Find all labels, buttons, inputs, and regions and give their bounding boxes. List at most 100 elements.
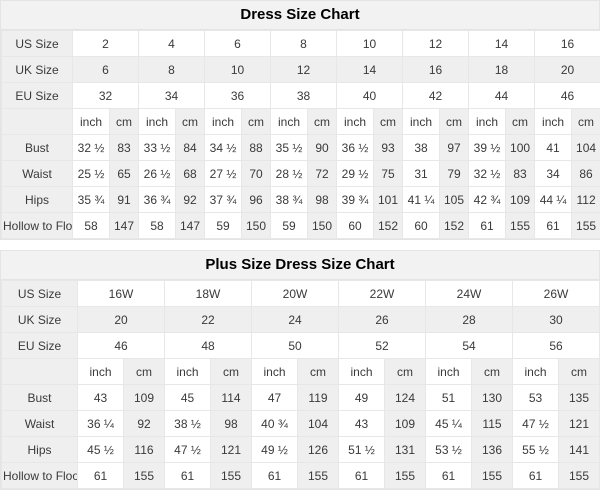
measure-inch-cell: 35 ½ [271,135,308,161]
unit-cm-cell: cm [472,359,513,385]
size-value-cell: 24W [426,281,513,307]
measure-cm-cell: 92 [124,411,165,437]
measure-cm-cell: 65 [110,161,139,187]
size-value-cell: 10 [337,31,403,57]
unit-cm-cell: cm [124,359,165,385]
measure-inch-cell: 45 ¼ [426,411,472,437]
measure-inch-cell: 38 ½ [165,411,211,437]
size-value-cell: 12 [271,57,337,83]
row-label: Hips [2,187,73,213]
measure-cm-cell: 150 [308,213,337,239]
measure-cm-cell: 155 [506,213,535,239]
measure-inch-cell: 42 ¾ [469,187,506,213]
measure-inch-cell: 61 [513,463,559,489]
size-value-cell: 36 [205,83,271,109]
unit-inch-cell: inch [252,359,298,385]
measure-inch-cell: 35 ¾ [73,187,110,213]
measure-cm-cell: 84 [176,135,205,161]
size-value-cell: 56 [513,333,600,359]
measure-cm-cell: 100 [506,135,535,161]
unit-inch-cell: inch [271,109,308,135]
measure-inch-cell: 47 ½ [165,437,211,463]
measure-cm-cell: 155 [559,463,600,489]
measure-inch-cell: 61 [535,213,572,239]
measure-inch-cell: 25 ½ [73,161,110,187]
size-value-cell: 48 [165,333,252,359]
measure-inch-cell: 37 ¾ [205,187,242,213]
size-value-cell: 14 [469,31,535,57]
unit-cm-cell: cm [308,109,337,135]
row-label [2,359,78,385]
row-label: EU Size [2,333,78,359]
measure-inch-cell: 49 ½ [252,437,298,463]
measure-inch-cell: 38 ¾ [271,187,308,213]
row-label: Hips [2,437,78,463]
measure-inch-cell: 61 [426,463,472,489]
measure-cm-cell: 86 [572,161,600,187]
measure-cm-cell: 135 [559,385,600,411]
unit-inch-cell: inch [469,109,506,135]
measure-cm-cell: 119 [298,385,339,411]
size-value-cell: 18 [469,57,535,83]
measure-inch-cell: 38 [403,135,440,161]
size-value-cell: 20W [252,281,339,307]
size-value-cell: 28 [426,307,513,333]
measure-cm-cell: 101 [374,187,403,213]
size-value-cell: 46 [535,83,600,109]
measure-cm-cell: 75 [374,161,403,187]
measure-inch-cell: 36 ¾ [139,187,176,213]
measure-cm-cell: 155 [124,463,165,489]
measure-cm-cell: 155 [211,463,252,489]
unit-cm-cell: cm [440,109,469,135]
measure-inch-cell: 39 ½ [469,135,506,161]
measure-cm-cell: 114 [211,385,252,411]
size-value-cell: 26W [513,281,600,307]
measure-inch-cell: 55 ½ [513,437,559,463]
size-value-cell: 12 [403,31,469,57]
measure-inch-cell: 59 [271,213,308,239]
measure-cm-cell: 155 [472,463,513,489]
measure-cm-cell: 155 [385,463,426,489]
size-value-cell: 38 [271,83,337,109]
measure-cm-cell: 83 [506,161,535,187]
unit-cm-cell: cm [559,359,600,385]
measure-inch-cell: 61 [78,463,124,489]
unit-cm-cell: cm [506,109,535,135]
measure-cm-cell: 155 [298,463,339,489]
measure-cm-cell: 109 [124,385,165,411]
size-value-cell: 14 [337,57,403,83]
size-value-cell: 42 [403,83,469,109]
unit-cm-cell: cm [385,359,426,385]
measure-cm-cell: 109 [506,187,535,213]
unit-cm-cell: cm [176,109,205,135]
measure-inch-cell: 60 [337,213,374,239]
measure-inch-cell: 53 ½ [426,437,472,463]
chart-title: Dress Size Chart [1,1,599,30]
row-label: Bust [2,385,78,411]
unit-inch-cell: inch [78,359,124,385]
unit-inch-cell: inch [337,109,374,135]
measure-inch-cell: 61 [252,463,298,489]
size-value-cell: 10 [205,57,271,83]
measure-cm-cell: 124 [385,385,426,411]
measure-inch-cell: 47 [252,385,298,411]
unit-inch-cell: inch [205,109,242,135]
measure-cm-cell: 98 [308,187,337,213]
size-value-cell: 40 [337,83,403,109]
size-value-cell: 22W [339,281,426,307]
measure-inch-cell: 61 [469,213,506,239]
measure-cm-cell: 79 [440,161,469,187]
size-value-cell: 30 [513,307,600,333]
measure-cm-cell: 121 [211,437,252,463]
unit-inch-cell: inch [165,359,211,385]
size-value-cell: 26 [339,307,426,333]
unit-cm-cell: cm [110,109,139,135]
